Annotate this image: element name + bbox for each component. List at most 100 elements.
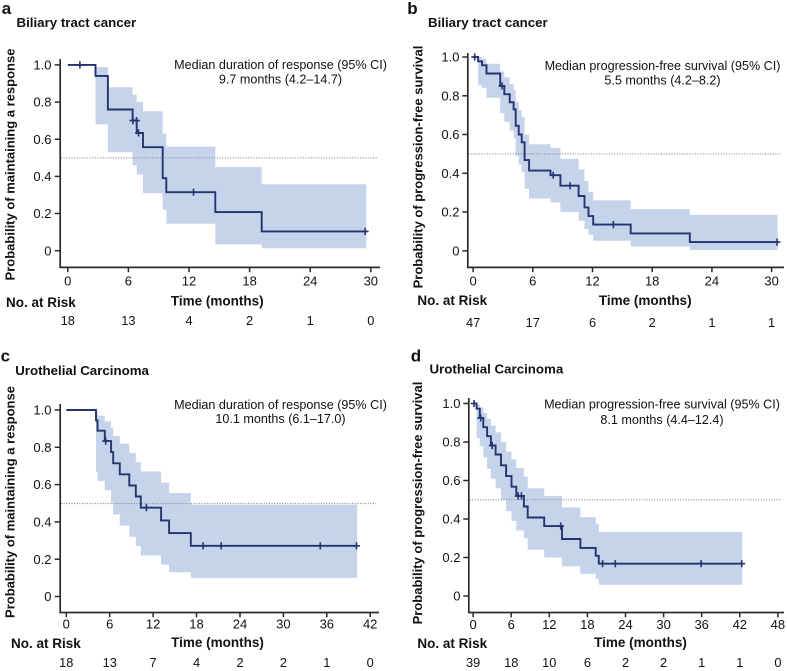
svg-text:42: 42: [363, 617, 377, 632]
svg-text:b: b: [407, 0, 417, 18]
svg-text:1.0: 1.0: [441, 50, 459, 65]
svg-text:1: 1: [768, 315, 775, 330]
svg-text:13: 13: [121, 313, 135, 328]
svg-text:4: 4: [185, 313, 192, 328]
svg-text:0.4: 0.4: [33, 169, 51, 184]
svg-text:Median duration of response (9: Median duration of response (95% CI): [174, 58, 387, 72]
svg-text:No. at Risk: No. at Risk: [6, 295, 76, 310]
svg-text:No. at Risk: No. at Risk: [11, 636, 81, 651]
svg-text:47: 47: [466, 315, 480, 330]
svg-text:2: 2: [236, 655, 243, 670]
svg-text:Urothelial Carcinoma: Urothelial Carcinoma: [430, 362, 564, 377]
svg-text:1: 1: [323, 655, 330, 670]
svg-text:24: 24: [233, 617, 247, 632]
svg-text:18: 18: [580, 617, 594, 632]
svg-text:18: 18: [504, 655, 518, 670]
svg-text:2: 2: [649, 315, 656, 330]
svg-text:1: 1: [708, 315, 715, 330]
svg-text:0: 0: [64, 273, 71, 288]
svg-text:0.6: 0.6: [441, 127, 459, 142]
svg-text:0: 0: [367, 655, 374, 670]
svg-text:6: 6: [106, 617, 113, 632]
svg-text:6: 6: [508, 617, 515, 632]
svg-text:0.6: 0.6: [33, 132, 51, 147]
svg-text:18: 18: [59, 655, 73, 670]
svg-text:0: 0: [453, 589, 460, 604]
svg-text:Probability of progression-fre: Probability of progression-free survival: [410, 382, 425, 625]
svg-text:Time (months): Time (months): [171, 635, 264, 650]
svg-text:Biliary tract cancer: Biliary tract cancer: [428, 15, 548, 30]
svg-text:10: 10: [542, 655, 556, 670]
svg-text:Probability of progression-fre: Probability of progression-free survival: [411, 46, 426, 289]
svg-text:1.0: 1.0: [33, 58, 51, 73]
svg-text:30: 30: [276, 617, 290, 632]
svg-text:30: 30: [364, 273, 378, 288]
svg-text:39: 39: [466, 655, 480, 670]
svg-text:48: 48: [771, 617, 785, 632]
svg-text:12: 12: [542, 617, 556, 632]
svg-text:0.8: 0.8: [442, 435, 460, 450]
svg-text:Urothelial Carcinoma: Urothelial Carcinoma: [15, 363, 149, 378]
svg-text:6: 6: [589, 315, 596, 330]
svg-text:0.4: 0.4: [441, 166, 459, 181]
svg-text:0.2: 0.2: [33, 206, 51, 221]
svg-text:Time (months): Time (months): [171, 294, 264, 309]
svg-text:No. at Risk: No. at Risk: [417, 636, 487, 651]
svg-text:12: 12: [182, 273, 196, 288]
svg-text:0.8: 0.8: [441, 88, 459, 103]
svg-text:18: 18: [645, 273, 659, 288]
svg-text:13: 13: [103, 655, 117, 670]
svg-text:5.5 months (4.2–8.2): 5.5 months (4.2–8.2): [604, 74, 720, 88]
svg-text:0.2: 0.2: [33, 552, 51, 567]
svg-text:Probability of maintaining a r: Probability of maintaining a response: [3, 386, 18, 618]
svg-text:0.2: 0.2: [441, 205, 459, 220]
svg-text:a: a: [2, 0, 12, 18]
svg-text:Median progression-free surviv: Median progression-free survival (95% CI…: [545, 59, 781, 73]
svg-text:0.8: 0.8: [33, 440, 51, 455]
svg-text:0.4: 0.4: [442, 512, 460, 527]
svg-text:1: 1: [698, 655, 705, 670]
svg-text:0.6: 0.6: [442, 473, 460, 488]
svg-text:18: 18: [242, 273, 256, 288]
svg-text:0: 0: [469, 273, 476, 288]
svg-text:0: 0: [469, 617, 476, 632]
svg-text:6: 6: [125, 273, 132, 288]
svg-text:6: 6: [584, 655, 591, 670]
svg-text:18: 18: [61, 313, 75, 328]
svg-text:2: 2: [660, 655, 667, 670]
svg-text:30: 30: [656, 617, 670, 632]
svg-text:12: 12: [146, 617, 160, 632]
svg-text:30: 30: [764, 273, 778, 288]
svg-text:18: 18: [189, 617, 203, 632]
svg-text:8.1 months (4.4–12.4): 8.1 months (4.4–12.4): [600, 413, 723, 427]
svg-text:0: 0: [63, 617, 70, 632]
svg-text:2: 2: [622, 655, 629, 670]
svg-text:Probability of maintaining a r: Probability of maintaining a response: [3, 49, 18, 281]
svg-text:1.0: 1.0: [33, 403, 51, 418]
svg-text:Time (months): Time (months): [599, 293, 692, 308]
svg-text:Time (months): Time (months): [594, 635, 687, 650]
svg-text:12: 12: [585, 273, 599, 288]
svg-text:Median progression-free surviv: Median progression-free survival (95% CI…: [544, 398, 780, 412]
svg-text:24: 24: [705, 273, 719, 288]
svg-text:0.6: 0.6: [33, 477, 51, 492]
svg-text:36: 36: [694, 617, 708, 632]
svg-text:17: 17: [526, 315, 540, 330]
svg-text:1: 1: [736, 655, 743, 670]
svg-text:0: 0: [774, 655, 781, 670]
svg-text:1: 1: [307, 313, 314, 328]
svg-text:0: 0: [44, 243, 51, 258]
svg-text:36: 36: [320, 617, 334, 632]
svg-text:9.7 months (4.2–14.7): 9.7 months (4.2–14.7): [219, 72, 342, 86]
svg-text:6: 6: [529, 273, 536, 288]
svg-text:2: 2: [246, 313, 253, 328]
svg-text:24: 24: [618, 617, 632, 632]
svg-text:0.2: 0.2: [442, 550, 460, 565]
svg-text:0: 0: [367, 313, 374, 328]
svg-text:0.4: 0.4: [33, 515, 51, 530]
svg-text:0: 0: [44, 589, 51, 604]
svg-text:0.8: 0.8: [33, 95, 51, 110]
svg-text:Biliary tract cancer: Biliary tract cancer: [17, 15, 137, 30]
svg-text:7: 7: [150, 655, 157, 670]
svg-text:0: 0: [452, 243, 459, 258]
